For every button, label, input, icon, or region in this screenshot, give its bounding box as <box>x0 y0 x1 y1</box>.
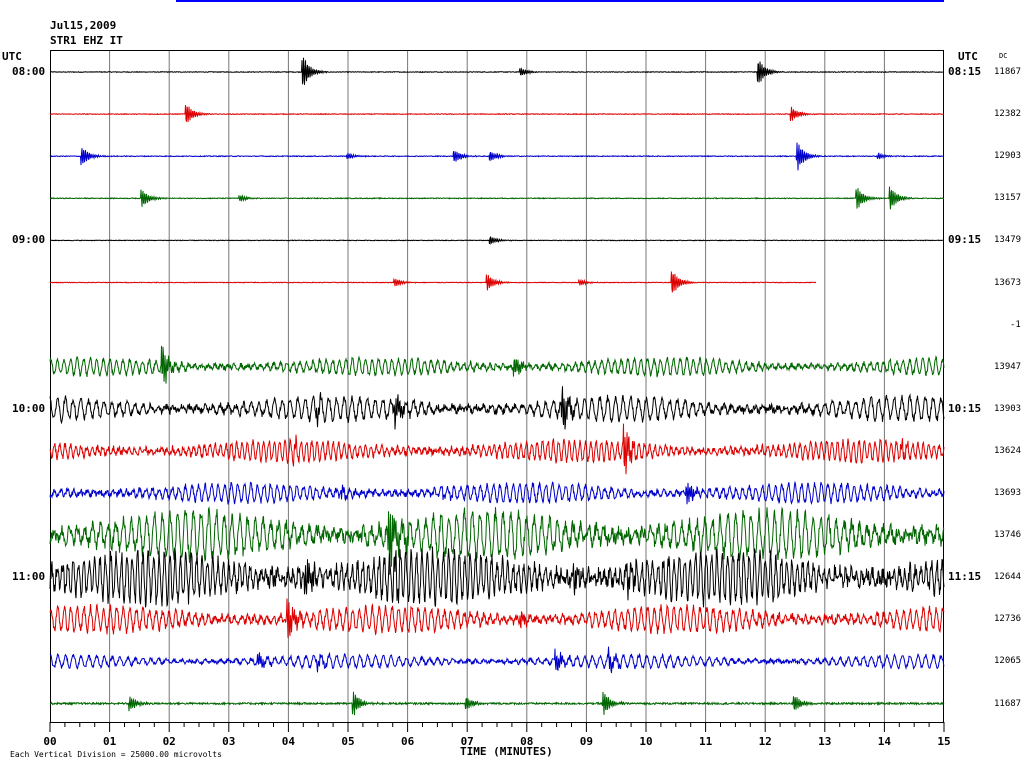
dc-header-label: DC <box>999 52 1008 60</box>
row-dc-value: -1 <box>1010 319 1021 330</box>
trace-line <box>49 480 945 506</box>
row-time-right: 08:15 <box>948 65 982 78</box>
x-tick-label: 05 <box>341 735 355 748</box>
x-axis-label: TIME (MINUTES) <box>460 745 553 758</box>
x-tick-label: 12 <box>758 735 772 748</box>
x-tick-label: 09 <box>579 735 594 748</box>
row-dc-value: 12065 <box>994 656 1022 667</box>
division-note: Each Vertical Division = 25000.00 microv… <box>10 750 222 759</box>
row-time-right: 10:15 <box>948 401 982 415</box>
row-dc-value: 11687 <box>994 698 1022 709</box>
row-time-left: 09:00 <box>12 233 46 247</box>
row-dc-value: 13624 <box>994 445 1022 456</box>
row-dc-value: 13903 <box>994 403 1022 414</box>
trace-line <box>49 691 945 716</box>
trace-line <box>49 186 945 210</box>
trace-line <box>49 386 945 430</box>
row-time-left: 11:00 <box>12 570 46 584</box>
row-time-left: 08:00 <box>12 65 46 78</box>
x-tick-label: 11 <box>698 735 713 748</box>
row-time-right: 11:15 <box>948 570 982 584</box>
row-dc-value: 13479 <box>994 235 1022 246</box>
x-tick-label: 10 <box>639 735 653 748</box>
utc-right-label: UTC <box>958 50 978 63</box>
x-tick-label: 01 <box>102 735 117 748</box>
row-dc-value: 12644 <box>994 572 1022 583</box>
trace-line <box>49 345 945 384</box>
x-tick-label: 08 <box>520 735 534 748</box>
x-tick-label: 07 <box>460 735 474 748</box>
x-tick-label: 13 <box>818 735 832 748</box>
x-tick-label: 06 <box>400 735 415 748</box>
station-label: STR1 EHZ IT <box>50 34 123 47</box>
row-dc-value: 12903 <box>994 151 1022 162</box>
row-dc-value: 13673 <box>994 277 1022 288</box>
x-tick-label: 15 <box>937 735 951 748</box>
x-tick-label: 14 <box>877 735 892 748</box>
row-time-left: 10:00 <box>12 401 46 415</box>
trace-line <box>49 598 945 638</box>
utc-left-label: UTC <box>2 50 22 63</box>
trace-line <box>49 235 945 245</box>
trace-line <box>49 646 945 674</box>
trace-line <box>49 271 817 293</box>
x-tick-label: 03 <box>222 735 236 748</box>
row-time-right: 09:15 <box>948 233 982 247</box>
trace-line <box>49 506 945 575</box>
top-border-line <box>176 0 944 2</box>
row-dc-value: 11867 <box>994 67 1022 77</box>
row-dc-value: 13157 <box>994 193 1022 204</box>
trace-line <box>49 546 945 608</box>
trace-group <box>49 57 945 716</box>
x-tick-marks <box>49 722 945 732</box>
x-tick-label: 02 <box>162 735 176 748</box>
row-dc-value: 12736 <box>994 614 1022 625</box>
trace-line <box>49 57 945 85</box>
x-tick-label: 00 <box>43 735 57 748</box>
row-dc-value: 13947 <box>994 361 1022 372</box>
x-tick-label: 04 <box>281 735 296 748</box>
row-dc-value: 13693 <box>994 488 1022 498</box>
row-dc-value: 13746 <box>994 530 1022 541</box>
trace-line <box>49 142 945 171</box>
date-label: Jul15,2009 <box>50 19 117 32</box>
trace-line <box>49 104 945 123</box>
trace-line <box>49 423 945 475</box>
row-dc-value: 12382 <box>994 109 1022 120</box>
